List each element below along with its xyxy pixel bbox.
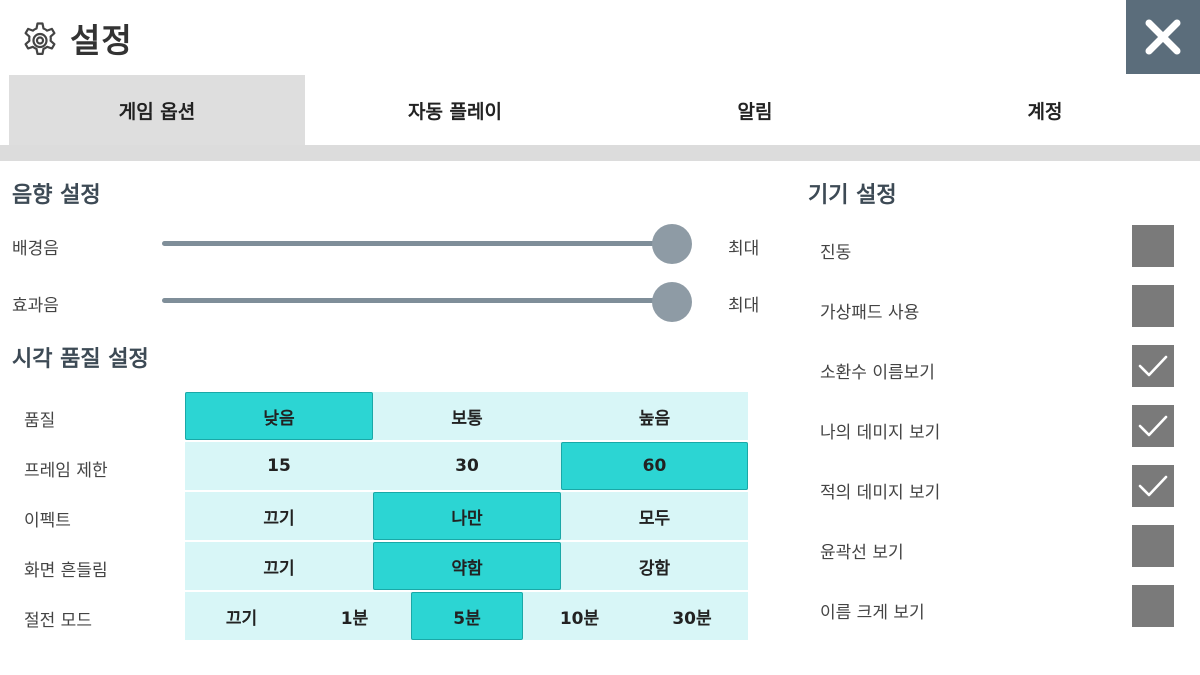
large-name-checkbox[interactable]: [1132, 585, 1174, 627]
quality-options: 낮음 보통 높음: [185, 392, 748, 440]
checkmark-icon: [1138, 415, 1168, 437]
vibration-label: 진동: [820, 243, 852, 263]
power-save-label: 절전 모드: [24, 611, 92, 631]
quality-option-low[interactable]: 낮음: [185, 392, 373, 440]
tab-bar: 게임 옵션 자동 플레이 알림 계정: [0, 75, 1200, 145]
header: 설정: [0, 0, 1200, 75]
power-save-option-30min[interactable]: 30분: [672, 608, 712, 629]
gear-icon: [24, 22, 56, 55]
power-save-option-5min[interactable]: 5분: [411, 592, 523, 640]
tab-label: 계정: [1027, 100, 1063, 123]
checkmark-icon: [1138, 355, 1168, 377]
device-settings-title: 기기 설정: [808, 183, 897, 208]
effect-option-off[interactable]: 끄기: [263, 508, 295, 529]
large-name-label: 이름 크게 보기: [820, 603, 925, 623]
tab-auto-play[interactable]: 자동 플레이: [305, 75, 605, 145]
power-save-option-10min[interactable]: 10분: [559, 608, 600, 629]
tab-label: 게임 옵션: [118, 100, 196, 123]
enemy-damage-checkbox[interactable]: [1132, 465, 1174, 507]
quality-option-high[interactable]: 높음: [638, 408, 671, 429]
my-damage-checkbox[interactable]: [1132, 405, 1174, 447]
quality-label: 품질: [24, 411, 56, 431]
tab-notifications[interactable]: 알림: [605, 75, 905, 145]
shake-option-weak[interactable]: 약함: [373, 542, 561, 590]
frame-option-30[interactable]: 30: [455, 456, 479, 476]
effect-option-all[interactable]: 모두: [638, 508, 671, 529]
tab-label: 알림: [737, 100, 773, 123]
frame-option-60[interactable]: 60: [561, 442, 748, 490]
frame-limit-options: 15 30 60: [185, 442, 748, 490]
page-title: 설정: [70, 21, 133, 60]
sfx-slider-knob[interactable]: [652, 282, 692, 322]
sfx-value: 최대: [728, 296, 760, 316]
screen-shake-options: 끄기 약함 강함: [185, 542, 748, 590]
vibration-checkbox[interactable]: [1132, 225, 1174, 267]
bgm-label: 배경음: [12, 239, 59, 259]
visual-settings-title: 시각 품질 설정: [12, 347, 149, 372]
close-button[interactable]: [1126, 0, 1200, 74]
close-icon: [1145, 19, 1181, 55]
enemy-damage-label: 적의 데미지 보기: [820, 483, 941, 503]
quality-option-normal[interactable]: 보통: [451, 408, 483, 429]
sound-settings-title: 음향 설정: [12, 183, 101, 208]
sfx-slider-track[interactable]: [162, 298, 672, 303]
shake-option-strong[interactable]: 강함: [638, 558, 671, 579]
virtual-pad-checkbox[interactable]: [1132, 285, 1174, 327]
shake-option-off[interactable]: 끄기: [263, 558, 295, 579]
power-save-options: 끄기 1분 5분 10분 30분: [185, 592, 748, 640]
effect-label: 이펙트: [24, 511, 71, 531]
power-save-option-1min[interactable]: 1분: [340, 608, 369, 629]
summon-name-label: 소환수 이름보기: [820, 363, 935, 383]
checkmark-icon: [1138, 475, 1168, 497]
virtual-pad-label: 가상패드 사용: [820, 303, 920, 323]
frame-option-15[interactable]: 15: [267, 456, 291, 476]
sfx-label: 효과음: [12, 296, 59, 316]
bgm-slider-track[interactable]: [162, 241, 672, 246]
my-damage-label: 나의 데미지 보기: [820, 423, 941, 443]
outline-label: 윤곽선 보기: [820, 543, 904, 563]
effect-option-mine[interactable]: 나만: [373, 492, 561, 540]
effect-options: 끄기 나만 모두: [185, 492, 748, 540]
bgm-value: 최대: [728, 239, 760, 259]
tab-account[interactable]: 계정: [895, 75, 1195, 145]
tab-game-options[interactable]: 게임 옵션: [9, 75, 305, 145]
power-save-option-off[interactable]: 끄기: [225, 608, 258, 629]
summon-name-checkbox[interactable]: [1132, 345, 1174, 387]
tab-underline: [0, 145, 1200, 161]
tab-label: 자동 플레이: [407, 100, 502, 123]
bgm-slider-knob[interactable]: [652, 224, 692, 264]
screen-shake-label: 화면 흔들림: [24, 561, 108, 581]
outline-checkbox[interactable]: [1132, 525, 1174, 567]
frame-limit-label: 프레임 제한: [24, 461, 108, 481]
